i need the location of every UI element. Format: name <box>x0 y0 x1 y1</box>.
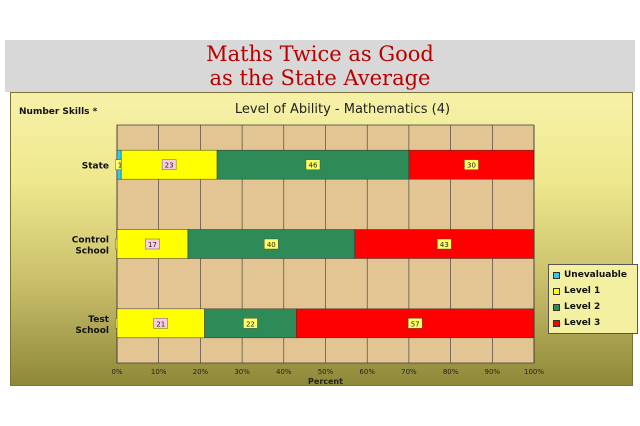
category-label: State <box>82 162 109 172</box>
legend-item: Level 3 <box>553 317 600 329</box>
legend-item: Level 2 <box>553 301 600 313</box>
bar-chart: 0% 10% 20% 30% 40% 50% 60% 70% 80% 90% 100% Percent… <box>72 124 544 386</box>
data-label-box <box>264 238 279 250</box>
data-label-box <box>243 318 258 329</box>
data-label: 40 <box>267 241 276 249</box>
title-banner: Maths Twice as Good as the State Average <box>5 40 635 92</box>
data-label-box <box>153 318 168 329</box>
legend-swatch <box>553 303 560 311</box>
legend-label: Unevaluable <box>564 270 627 280</box>
x-tick-label: 40% <box>276 368 292 376</box>
slide: Maths Twice as Good as the State Average… <box>5 40 638 386</box>
data-label: 57 <box>411 320 420 328</box>
legend-label: Level 1 <box>564 286 601 296</box>
legend-label: Level 3 <box>564 318 601 328</box>
legend-swatch <box>553 319 560 327</box>
data-label: 23 <box>165 162 174 170</box>
legend-item: Unevaluable <box>553 269 627 281</box>
chart-panel: Number Skills * Level of Ability - Mathe… <box>10 92 638 386</box>
bar-segment <box>116 308 205 339</box>
x-tick-label: 50% <box>318 368 334 376</box>
data-label: 1 <box>118 162 122 170</box>
chart-legend: Unevaluable Level 1 Level 2 Level 3 <box>548 264 638 334</box>
chart-subtitle: Number Skills * <box>19 107 98 117</box>
data-label: 43 <box>440 241 449 249</box>
data-label-box <box>161 159 177 170</box>
slide-title-line1: Maths Twice as Good <box>206 42 434 66</box>
category-label: School <box>75 247 109 257</box>
data-label: 17 <box>148 241 157 249</box>
x-tick-label: 70% <box>401 368 417 376</box>
x-tick-label: 80% <box>443 368 459 376</box>
data-label: 22 <box>246 320 255 328</box>
legend-label: Level 2 <box>564 302 601 312</box>
x-tick-label: 60% <box>359 368 375 376</box>
data-label: 46 <box>309 162 318 170</box>
data-label: 21 <box>156 320 165 328</box>
data-label-box <box>407 318 423 329</box>
x-tick-label: 100% <box>524 368 544 376</box>
x-tick-label: 20% <box>193 368 209 376</box>
category-label: School <box>75 326 109 336</box>
bar-segment <box>116 229 189 259</box>
x-axis-label: Percent <box>308 377 343 386</box>
data-label-box <box>305 159 321 170</box>
slide-title-line2: as the State Average <box>209 66 431 90</box>
data-label-box <box>145 238 160 250</box>
legend-swatch <box>553 287 560 295</box>
chart-title: Level of Ability - Mathematics (4) <box>234 102 451 117</box>
x-tick-label: 10% <box>151 368 167 376</box>
data-label: 30 <box>467 162 476 170</box>
legend-item: Level 1 <box>553 285 600 297</box>
category-label: Control <box>72 236 109 246</box>
x-tick-label: 30% <box>234 368 250 376</box>
category-label: Test <box>88 315 109 325</box>
legend-swatch <box>553 271 560 279</box>
data-label-box <box>464 159 479 170</box>
x-tick-label: 0% <box>111 368 122 376</box>
data-label-box <box>437 238 452 250</box>
x-tick-label: 90% <box>485 368 501 376</box>
